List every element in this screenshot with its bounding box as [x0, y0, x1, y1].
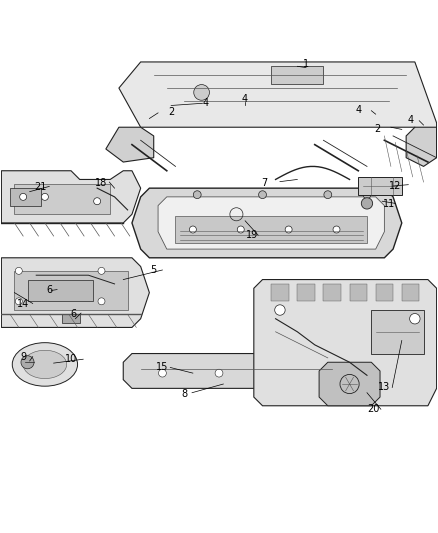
- Text: 19: 19: [246, 230, 258, 240]
- Text: 2: 2: [375, 124, 381, 134]
- Text: 7: 7: [261, 177, 268, 188]
- Polygon shape: [1, 258, 149, 327]
- Bar: [376, 284, 393, 301]
- Bar: [350, 284, 367, 301]
- Bar: [323, 284, 341, 301]
- Polygon shape: [406, 127, 437, 166]
- Circle shape: [20, 193, 27, 200]
- Bar: [402, 284, 419, 301]
- Circle shape: [98, 298, 105, 305]
- Circle shape: [410, 313, 420, 324]
- Polygon shape: [123, 353, 350, 389]
- Circle shape: [15, 298, 22, 305]
- Polygon shape: [254, 279, 437, 406]
- Text: 8: 8: [181, 389, 187, 399]
- Circle shape: [98, 268, 105, 274]
- Bar: [297, 284, 315, 301]
- Text: 13: 13: [378, 382, 391, 392]
- Polygon shape: [158, 197, 385, 249]
- Circle shape: [285, 226, 292, 233]
- Circle shape: [311, 369, 319, 377]
- Circle shape: [194, 85, 209, 100]
- Text: 1: 1: [303, 59, 309, 69]
- Bar: [271, 66, 323, 84]
- Circle shape: [333, 226, 340, 233]
- Text: 20: 20: [367, 404, 380, 414]
- Bar: [176, 216, 367, 243]
- Bar: [271, 284, 289, 301]
- Text: 2: 2: [168, 107, 174, 117]
- Text: 11: 11: [383, 199, 395, 209]
- Circle shape: [15, 268, 22, 274]
- Bar: [14, 184, 110, 214]
- Circle shape: [324, 191, 332, 199]
- Circle shape: [361, 198, 373, 209]
- Polygon shape: [106, 127, 154, 162]
- Text: 6: 6: [70, 309, 76, 319]
- Text: 5: 5: [151, 265, 157, 275]
- Text: 12: 12: [389, 181, 402, 191]
- Bar: [14, 271, 127, 310]
- Polygon shape: [319, 362, 380, 406]
- Text: 4: 4: [407, 115, 413, 125]
- Bar: [358, 177, 402, 195]
- Circle shape: [21, 356, 34, 369]
- Text: 21: 21: [34, 182, 47, 192]
- Bar: [62, 314, 80, 323]
- Circle shape: [94, 198, 101, 205]
- Circle shape: [237, 226, 244, 233]
- Circle shape: [159, 369, 166, 377]
- Text: 10: 10: [65, 354, 77, 364]
- Polygon shape: [132, 188, 402, 258]
- Text: 4: 4: [242, 94, 248, 104]
- Ellipse shape: [23, 350, 67, 378]
- Circle shape: [363, 191, 371, 199]
- Text: 6: 6: [46, 285, 52, 295]
- Polygon shape: [119, 62, 437, 158]
- Text: 4: 4: [203, 98, 209, 108]
- Polygon shape: [1, 171, 141, 223]
- Circle shape: [193, 191, 201, 199]
- Circle shape: [189, 226, 196, 233]
- Text: 4: 4: [355, 105, 361, 115]
- Circle shape: [275, 305, 285, 315]
- Bar: [28, 279, 93, 301]
- Circle shape: [258, 191, 266, 199]
- Bar: [371, 310, 424, 353]
- Circle shape: [42, 193, 48, 200]
- Text: 9: 9: [20, 352, 26, 361]
- Ellipse shape: [12, 343, 78, 386]
- Circle shape: [272, 369, 279, 377]
- Text: 15: 15: [156, 362, 169, 373]
- Circle shape: [215, 369, 223, 377]
- Text: 18: 18: [95, 178, 108, 188]
- Bar: [10, 188, 41, 206]
- Text: 14: 14: [17, 300, 29, 309]
